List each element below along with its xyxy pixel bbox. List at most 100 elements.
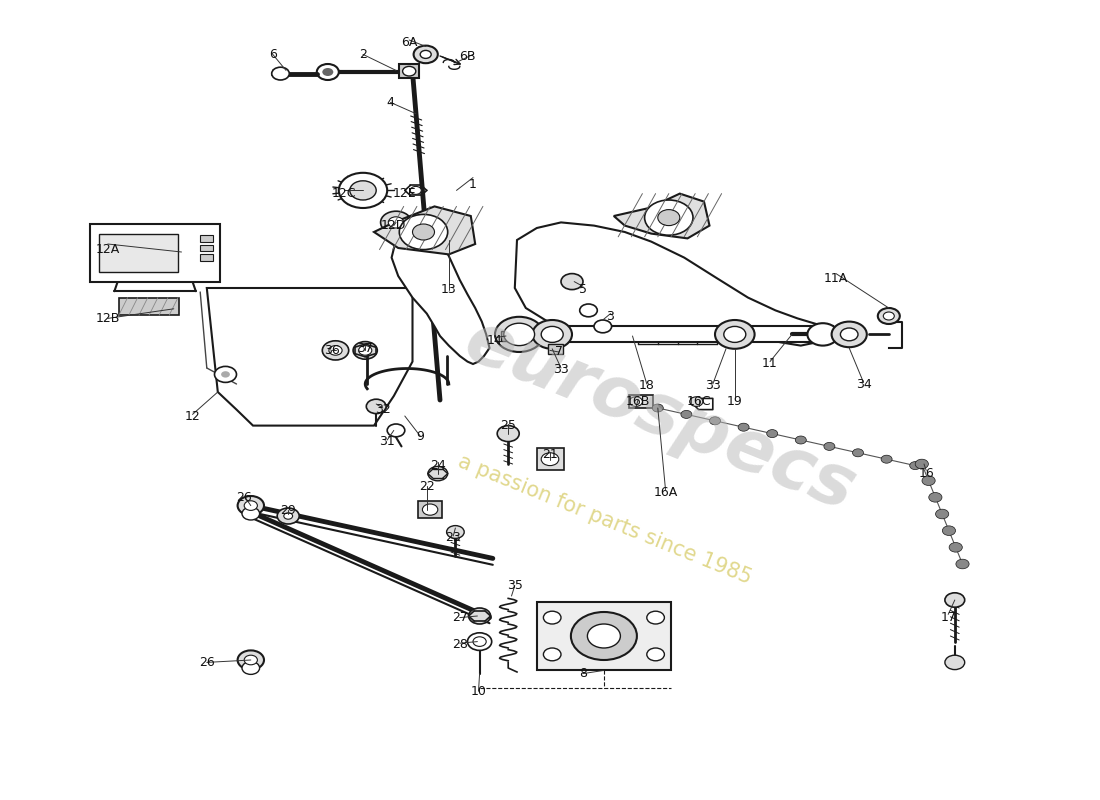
Circle shape [420, 50, 431, 58]
Circle shape [214, 366, 236, 382]
Text: 7: 7 [554, 346, 563, 358]
Circle shape [943, 526, 956, 535]
Circle shape [910, 462, 921, 470]
Circle shape [832, 322, 867, 347]
Circle shape [543, 648, 561, 661]
Circle shape [473, 637, 486, 646]
Text: 12A: 12A [96, 243, 120, 256]
Circle shape [242, 662, 260, 674]
Circle shape [710, 417, 720, 425]
Circle shape [422, 504, 438, 515]
Circle shape [715, 320, 755, 349]
Text: 18: 18 [639, 379, 654, 392]
Circle shape [221, 371, 230, 378]
Circle shape [652, 404, 663, 412]
Circle shape [322, 341, 349, 360]
Circle shape [428, 466, 448, 481]
Text: 12E: 12E [393, 187, 417, 200]
Text: 26: 26 [236, 491, 252, 504]
Text: 16: 16 [918, 467, 934, 480]
Bar [629, 395, 653, 408]
Circle shape [647, 611, 664, 624]
Text: 10: 10 [471, 685, 486, 698]
Polygon shape [392, 222, 490, 364]
Text: 35: 35 [507, 579, 522, 592]
Text: 37: 37 [358, 342, 373, 354]
Circle shape [724, 326, 746, 342]
Circle shape [469, 608, 491, 624]
Circle shape [681, 410, 692, 418]
Circle shape [949, 542, 962, 552]
Text: 31: 31 [379, 435, 395, 448]
Text: 21: 21 [542, 448, 558, 461]
Text: 16A: 16A [653, 486, 678, 498]
Text: 6A: 6A [402, 36, 417, 49]
Circle shape [878, 308, 900, 324]
Circle shape [594, 320, 612, 333]
Text: 8: 8 [579, 667, 587, 680]
Circle shape [945, 593, 965, 607]
Circle shape [495, 317, 543, 352]
Circle shape [852, 449, 864, 457]
Circle shape [403, 66, 416, 76]
Polygon shape [207, 288, 412, 426]
Circle shape [795, 436, 806, 444]
Circle shape [414, 46, 438, 63]
Text: 25: 25 [500, 419, 516, 432]
Text: 29: 29 [280, 504, 296, 517]
Text: 32: 32 [375, 403, 390, 416]
Bar [200, 254, 213, 261]
Circle shape [244, 501, 257, 510]
Circle shape [645, 200, 693, 235]
Text: a passion for parts since 1985: a passion for parts since 1985 [455, 452, 755, 588]
Circle shape [543, 611, 561, 624]
Polygon shape [374, 206, 475, 254]
Circle shape [329, 346, 342, 355]
Text: 36: 36 [324, 344, 340, 357]
Bar [519, 326, 833, 342]
Circle shape [242, 507, 260, 520]
Text: 5: 5 [579, 283, 587, 296]
Circle shape [807, 323, 838, 346]
Circle shape [410, 186, 421, 194]
Circle shape [571, 612, 637, 660]
Text: 24: 24 [430, 459, 446, 472]
Circle shape [690, 397, 703, 406]
Circle shape [945, 655, 965, 670]
Circle shape [339, 173, 387, 208]
Circle shape [447, 526, 464, 538]
Bar [500, 331, 514, 341]
Circle shape [532, 320, 572, 349]
Circle shape [359, 346, 372, 355]
Text: 12B: 12B [96, 312, 120, 325]
Text: 19: 19 [727, 395, 742, 408]
Circle shape [824, 442, 835, 450]
Circle shape [922, 476, 935, 486]
Circle shape [561, 274, 583, 290]
Circle shape [541, 453, 559, 466]
Circle shape [840, 328, 858, 341]
Text: 17: 17 [940, 611, 956, 624]
Circle shape [317, 64, 339, 80]
Text: 23: 23 [446, 531, 461, 544]
Circle shape [238, 496, 264, 515]
Text: 33: 33 [705, 379, 720, 392]
Text: 12C: 12C [332, 187, 356, 200]
Text: 6B: 6B [460, 50, 475, 62]
Text: 6: 6 [268, 48, 277, 61]
Circle shape [387, 424, 405, 437]
Circle shape [284, 513, 293, 519]
Circle shape [580, 304, 597, 317]
Circle shape [767, 430, 778, 438]
Circle shape [381, 211, 411, 234]
Circle shape [322, 68, 333, 76]
Text: 33: 33 [553, 363, 569, 376]
Circle shape [238, 650, 264, 670]
Circle shape [915, 459, 928, 469]
Text: 22: 22 [419, 480, 435, 493]
Bar [90, 224, 220, 282]
Text: 11: 11 [762, 358, 778, 370]
Circle shape [353, 342, 377, 359]
Circle shape [277, 508, 299, 524]
Text: 1: 1 [469, 178, 477, 190]
